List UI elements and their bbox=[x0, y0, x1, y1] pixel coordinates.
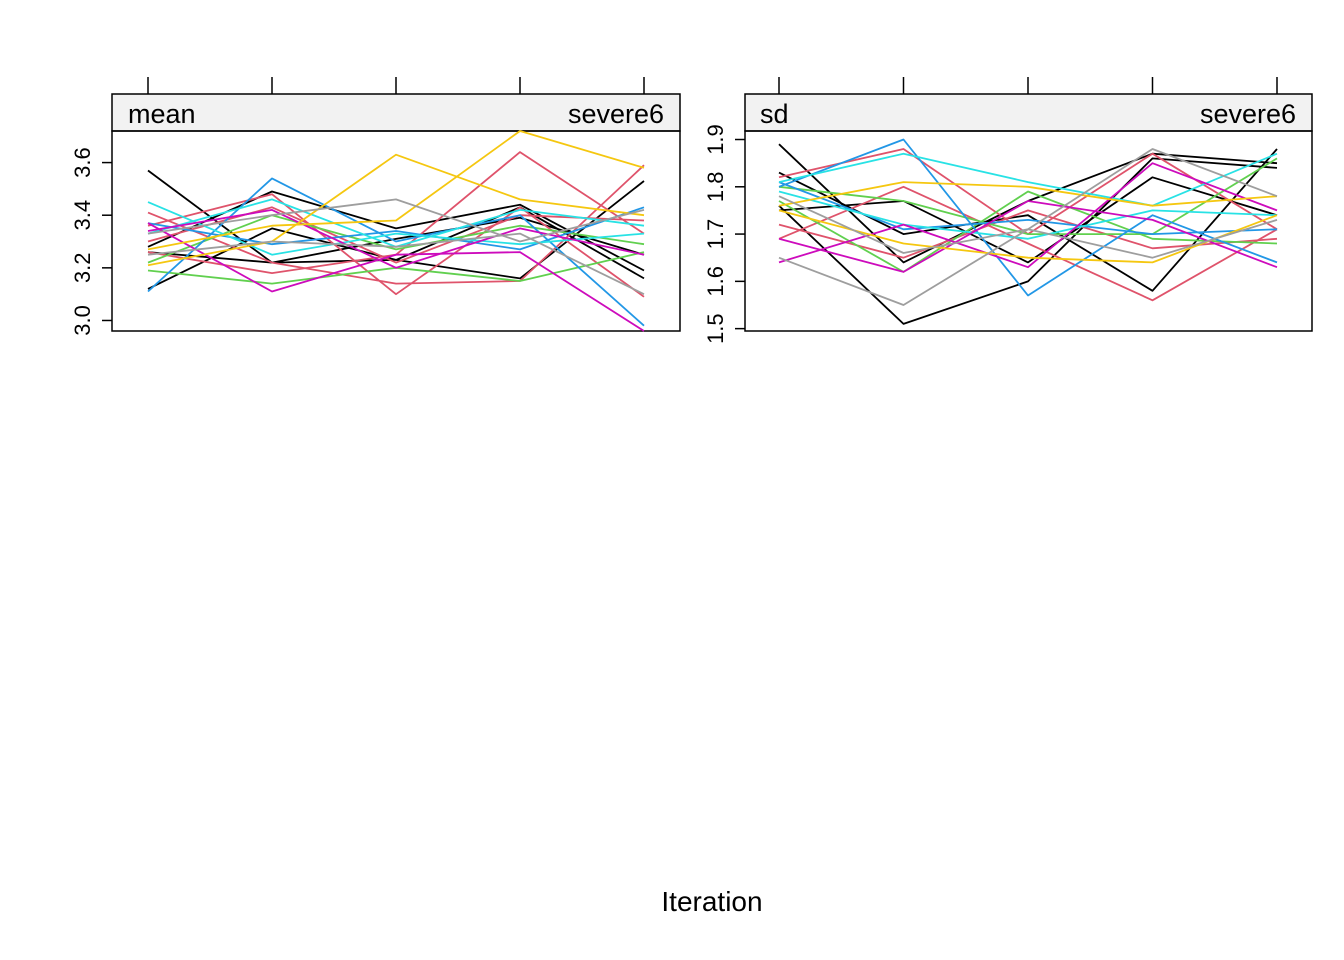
panel-sd-series-line bbox=[778, 200, 1278, 273]
panel-sd-series-line bbox=[778, 148, 1278, 254]
panel-mean-series-line bbox=[147, 208, 645, 269]
panel-mean-y-tick-label: 3.0 bbox=[70, 305, 95, 336]
panel-mean-y-axis: 3.0 3.2 3.4 3.6 bbox=[70, 147, 112, 336]
panel-sd-series-line bbox=[778, 181, 1278, 207]
panel-mean-series-line bbox=[147, 201, 645, 256]
panel-sd-series-line bbox=[778, 185, 1278, 302]
panel-mean-y-tick-label: 3.4 bbox=[70, 200, 95, 231]
panel-sd-y-tick-label: 1.8 bbox=[703, 171, 728, 202]
panel-sd-series bbox=[778, 138, 1278, 325]
panel-mean-strip-variable: severe6 bbox=[568, 99, 664, 129]
panel-sd-series-line bbox=[778, 157, 1278, 236]
panel-sd-frame bbox=[744, 130, 1313, 332]
panel-mean: mean severe6 3.0 3.2 3.4 3.6 bbox=[70, 77, 681, 336]
panel-mean-series-line bbox=[147, 222, 645, 332]
panel-sd-strip-variable: severe6 bbox=[1200, 99, 1296, 129]
panel-sd-y-tick-label: 1.9 bbox=[703, 124, 728, 155]
panel-mean-series-line bbox=[147, 153, 645, 267]
panel-mean-strip bbox=[111, 93, 681, 132]
panel-sd-y-axis: 1.5 1.6 1.7 1.8 1.9 bbox=[703, 124, 745, 344]
panel-sd-series-line bbox=[778, 190, 1278, 240]
panel-sd-top-ticks bbox=[778, 77, 1278, 94]
panel-mean-series-line bbox=[147, 198, 645, 243]
panel-sd-series-line bbox=[778, 157, 1278, 325]
panel-mean-series bbox=[147, 130, 645, 332]
panel-sd-y-tick-label: 1.6 bbox=[703, 266, 728, 297]
panel-mean-series-line bbox=[147, 193, 645, 298]
panel-sd-series-line bbox=[778, 152, 1278, 207]
panel-sd-y-tick-label: 1.5 bbox=[703, 313, 728, 344]
panel-mean-series-line bbox=[147, 206, 645, 264]
panel-sd-series-line bbox=[778, 138, 1278, 297]
panel-mean-y-tick-label: 3.2 bbox=[70, 253, 95, 284]
panel-mean-frame bbox=[111, 130, 681, 332]
panel-mean-series-line bbox=[147, 130, 645, 251]
panel-mean-series-line bbox=[147, 232, 645, 296]
panel-sd-series-line bbox=[778, 190, 1278, 273]
panel-sd-series-line bbox=[778, 209, 1278, 264]
x-axis-label: Iteration bbox=[661, 886, 762, 917]
panel-sd-y-tick-label: 1.7 bbox=[703, 219, 728, 250]
panel-sd-series-line bbox=[778, 162, 1278, 269]
panel-sd-strip-stat: sd bbox=[760, 99, 789, 129]
panel-mean-top-ticks bbox=[147, 77, 645, 94]
panel-sd: sd severe6 1.5 1.6 1.7 1.8 1.9 bbox=[703, 77, 1313, 344]
panel-mean-y-tick-label: 3.6 bbox=[70, 147, 95, 178]
panel-mean-strip-stat: mean bbox=[128, 99, 196, 129]
